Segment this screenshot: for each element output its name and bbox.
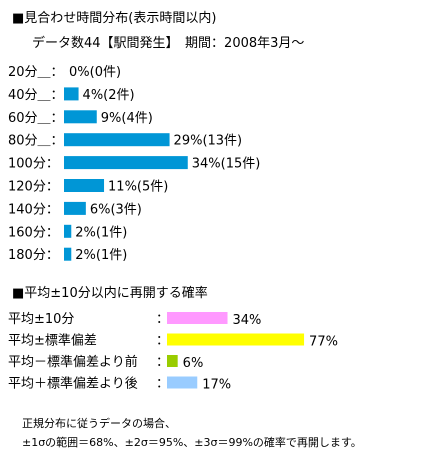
value-label: 4%(2件) <box>83 88 135 103</box>
bar <box>64 247 72 261</box>
value-label: 34%(15件) <box>192 157 261 172</box>
category-label: 100分： <box>8 157 59 172</box>
category-label: 160分： <box>8 225 59 240</box>
category-label: 平均±10分 <box>8 312 74 327</box>
bar <box>64 87 79 101</box>
bar <box>167 312 228 324</box>
category-separator: ： <box>156 377 169 392</box>
bar <box>64 224 72 238</box>
bar <box>64 156 188 170</box>
bar <box>64 201 86 215</box>
category-label: 平均±標準偏差 <box>8 333 97 349</box>
value-label: 17% <box>202 378 231 393</box>
bar <box>167 376 198 389</box>
category-label: 40分＿： <box>8 88 64 103</box>
value-label: 29%(13件) <box>174 134 243 149</box>
bar <box>64 179 105 192</box>
value-label: 6%(3件) <box>90 202 142 217</box>
distribution-bars: 20分＿： 0%(0件) 40分＿： 4%(2件) 60分＿： 9%(4件) 80分＿： 29… <box>8 65 260 263</box>
category-label: 平均＋標準偏差より後 <box>8 376 138 392</box>
note-line-1: 正規分布に従うデータの場合、 <box>22 416 176 430</box>
probability-bars: 平均±10分 ： 34% 平均±標準偏差 ： 77% 平均－標準偏差より前 ： 6% 平均＋標準偏… <box>8 312 338 393</box>
category-label: 20分＿： <box>8 65 64 80</box>
category-separator: ： <box>156 334 169 349</box>
category-separator: ： <box>156 355 169 370</box>
value-label: 0%(0件) <box>69 65 121 80</box>
distribution-chart-subtitle: データ数44【駅間発生】 期間：2008年3月～ <box>32 35 304 51</box>
category-label: 140分： <box>8 202 59 217</box>
value-label: 34% <box>233 313 262 328</box>
note-line-2: ±1σの範囲＝68%、±2σ＝95%、±3σ＝99%の確率で再開します。 <box>22 435 362 449</box>
category-label: 60分＿： <box>8 111 64 126</box>
distribution-chart-title: ■見合わせ時間分布(表示時間以内) <box>12 10 216 26</box>
bar <box>167 333 305 346</box>
value-label: 77% <box>309 335 338 350</box>
category-label: 180分： <box>8 248 59 263</box>
value-label: 2%(1件) <box>75 248 127 263</box>
value-label: 6% <box>183 356 204 371</box>
bar <box>167 355 178 367</box>
category-label: 120分： <box>8 180 59 195</box>
category-label: 平均－標準偏差より前 <box>8 354 138 370</box>
value-label: 9%(4件) <box>101 111 153 126</box>
probability-chart-title: ■平均±10分以内に再開する確率 <box>12 285 208 301</box>
value-label: 11%(5件) <box>108 180 168 195</box>
value-label: 2%(1件) <box>75 225 127 240</box>
bar <box>64 110 97 124</box>
category-separator: ： <box>156 312 169 327</box>
bar <box>64 133 170 147</box>
category-label: 80分＿： <box>8 134 64 149</box>
